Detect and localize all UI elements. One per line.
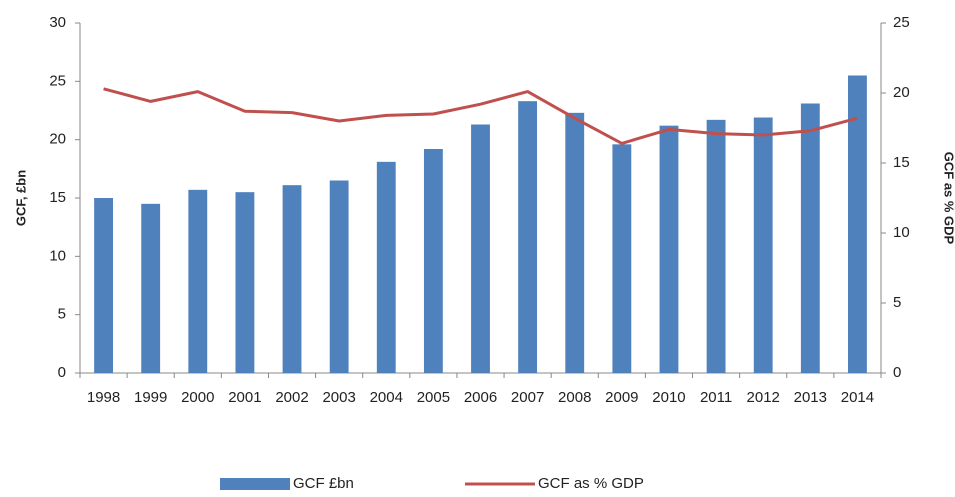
bar [471,124,490,373]
bar [706,119,726,373]
bar [376,161,396,373]
y2-axis-label: GCF as % GDP [942,152,955,245]
legend-label: GCF as % GDP [538,475,644,492]
y2-tick-label: 25 [893,14,910,31]
x-tick-label: 2003 [322,389,355,406]
y-tick-label: 5 [58,306,66,323]
y2-tick-label: 20 [893,84,910,101]
y-tick-label: 20 [49,131,66,148]
legend-label: GCF £bn [293,475,354,492]
x-tick-label: 2000 [181,389,214,406]
bar [94,198,113,373]
x-tick-label: 2002 [275,389,308,406]
y2-tick-label: 0 [893,364,901,381]
x-tick-label: 1998 [87,389,120,406]
line [103,87,858,145]
y-tick-label: 0 [58,364,66,381]
y-tick-label: 15 [49,189,66,206]
x-tick-label: 2004 [370,389,403,406]
x-tick-label: 2012 [747,389,780,406]
bar [188,189,208,373]
y-tick-label: 25 [49,72,66,89]
x-tick-label: 2009 [605,389,638,406]
bar [800,103,820,373]
bar [612,144,632,373]
y-tick-label: 30 [49,14,66,31]
y2-tick-label: 5 [893,294,901,311]
bar [329,180,349,373]
x-tick-label: 2008 [558,389,591,406]
bar [282,185,302,373]
x-tick-label: 1999 [134,389,167,406]
x-tick-label: 2005 [417,389,450,406]
y2-tick-label: 15 [893,154,910,171]
bar [141,203,161,373]
bar [565,112,585,373]
y2-tick-label: 10 [893,224,910,241]
x-tick-label: 2011 [700,389,732,406]
x-tick-label: 2006 [464,389,497,406]
bar [848,75,867,373]
bar [659,125,679,374]
x-tick-label: 2014 [841,389,874,406]
bar [753,117,773,373]
y-tick-label: 10 [49,247,66,264]
x-tick-label: 2007 [511,389,544,406]
bar [423,149,443,373]
x-tick-label: 2010 [652,389,685,406]
bar [235,192,255,373]
x-tick-label: 2013 [794,389,827,406]
bar [518,101,538,374]
legend-swatch [220,478,290,490]
x-tick-label: 2001 [228,389,261,406]
y-axis-label: GCF, £bn [13,170,28,226]
